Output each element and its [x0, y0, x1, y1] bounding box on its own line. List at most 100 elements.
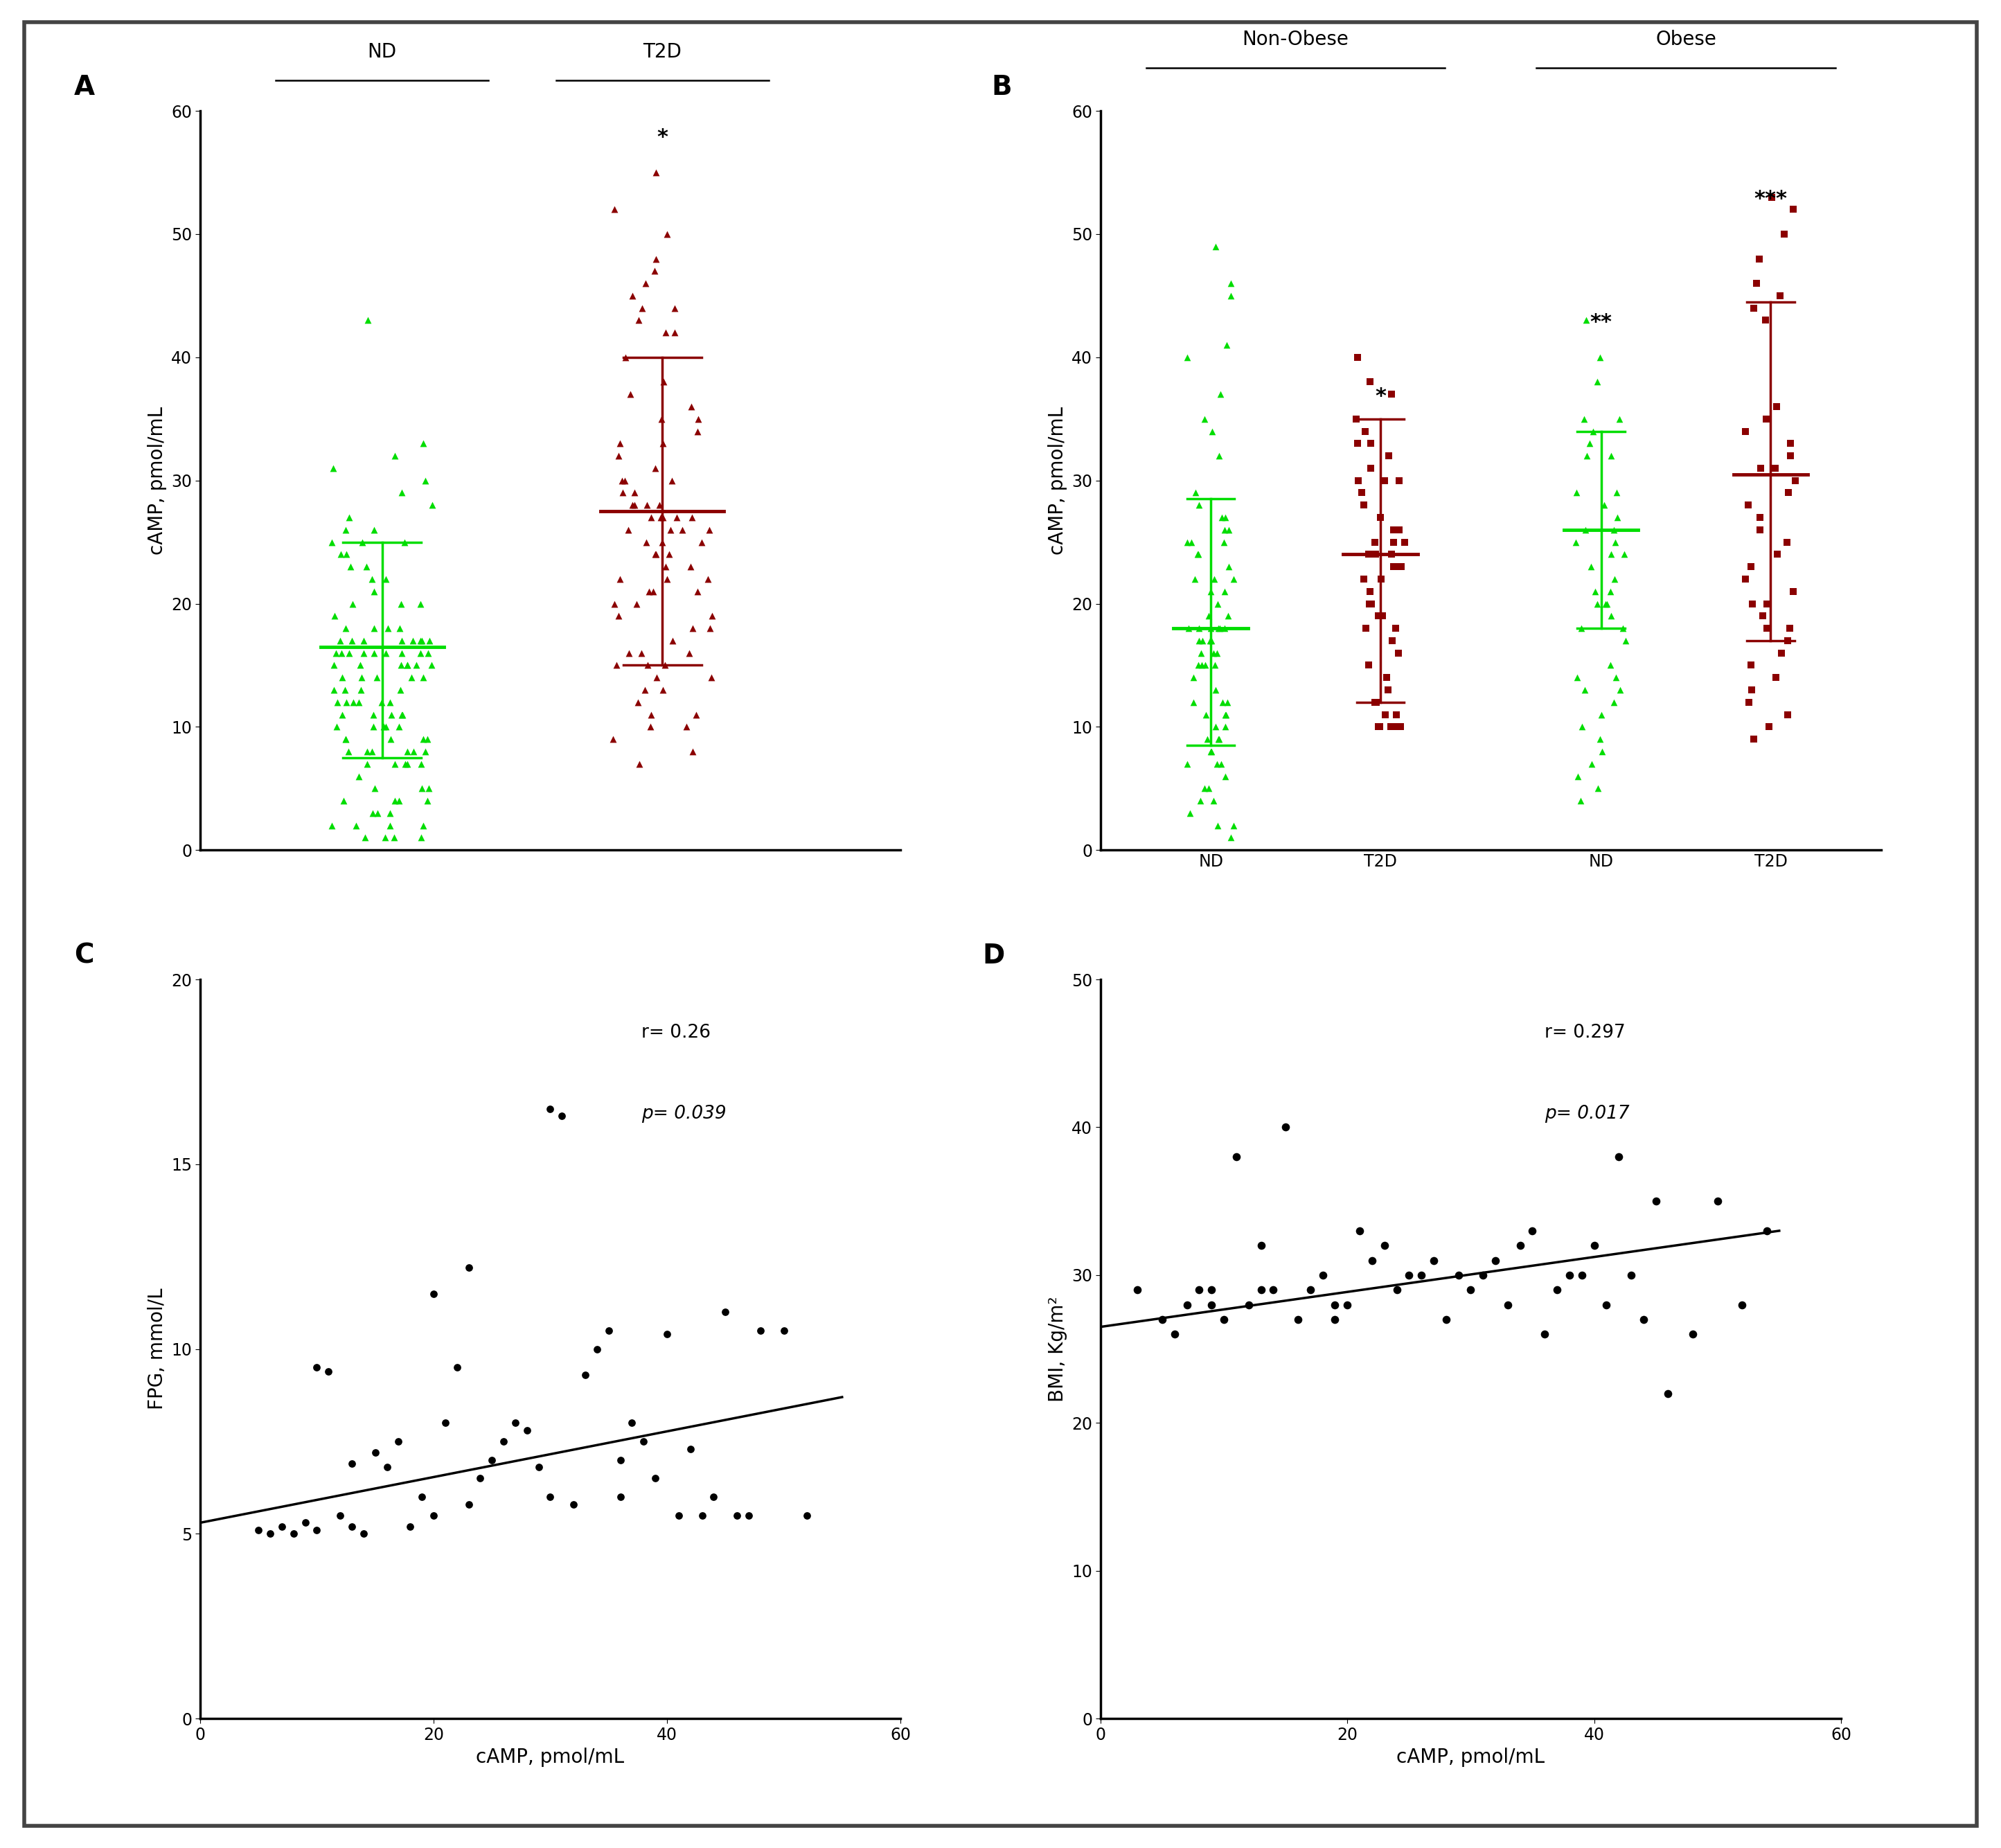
Point	[1773, 614, 1805, 643]
Point	[384, 650, 416, 680]
Point	[368, 711, 400, 741]
Point	[652, 220, 684, 249]
Point	[694, 663, 726, 693]
Point	[1743, 244, 1775, 274]
Point	[392, 650, 424, 680]
Point	[1581, 368, 1613, 397]
Text: *: *	[656, 128, 668, 148]
Point	[386, 638, 418, 667]
Point	[1195, 737, 1227, 767]
Point	[682, 405, 714, 434]
Point	[1601, 663, 1633, 693]
Point	[1369, 466, 1401, 495]
Point	[1171, 748, 1203, 778]
Point	[1197, 416, 1229, 445]
Point	[1195, 626, 1227, 656]
Point	[324, 1501, 356, 1530]
Point	[638, 540, 670, 569]
Point	[680, 416, 712, 445]
Point	[674, 553, 706, 582]
Point	[1215, 822, 1247, 852]
Point	[1597, 516, 1629, 545]
Point	[596, 724, 628, 754]
Point	[356, 564, 388, 593]
Point	[348, 638, 380, 667]
Point	[1347, 479, 1379, 508]
Point	[360, 663, 392, 693]
Text: r= 0.26: r= 0.26	[640, 1024, 710, 1042]
Point	[1185, 650, 1217, 680]
Point	[1585, 700, 1617, 730]
Text: r= 0.297: r= 0.297	[1545, 1024, 1625, 1042]
Point	[646, 527, 678, 556]
Point	[1417, 1246, 1449, 1275]
Point	[1611, 626, 1643, 656]
X-axis label: cAMP, pmol/mL: cAMP, pmol/mL	[476, 1748, 624, 1767]
Point	[360, 1438, 392, 1467]
Point	[332, 638, 364, 667]
Point	[346, 527, 378, 556]
Point	[1375, 711, 1407, 741]
Point	[1205, 379, 1237, 408]
Point	[1737, 724, 1769, 754]
Point	[488, 1427, 520, 1456]
Point	[1199, 564, 1231, 593]
Point	[604, 1482, 636, 1512]
Point	[1209, 577, 1241, 606]
Point	[1653, 1379, 1685, 1408]
Point	[1377, 516, 1409, 545]
Point	[656, 466, 688, 495]
Point	[608, 466, 640, 495]
Point	[570, 1360, 602, 1390]
Point	[1245, 1231, 1277, 1260]
Point	[628, 675, 660, 704]
Point	[1771, 700, 1803, 730]
Point	[1189, 650, 1221, 680]
Point	[1341, 405, 1373, 434]
Point	[348, 822, 380, 852]
Point	[1737, 590, 1769, 619]
Point	[328, 785, 360, 815]
Text: T2D: T2D	[642, 43, 682, 61]
Point	[1205, 748, 1237, 778]
Point	[638, 453, 670, 482]
Point	[336, 1449, 368, 1478]
Point	[1191, 700, 1223, 730]
Point	[1765, 281, 1797, 310]
Y-axis label: cAMP, pmol/mL: cAMP, pmol/mL	[148, 407, 168, 554]
Text: A: A	[74, 74, 94, 100]
Y-axis label: FPG, mmol/L: FPG, mmol/L	[148, 1288, 168, 1410]
Point	[662, 1501, 694, 1530]
Point	[312, 1356, 344, 1386]
Point	[1373, 675, 1405, 704]
Point	[1355, 429, 1387, 458]
Point	[324, 540, 356, 569]
Point	[558, 1489, 590, 1519]
Point	[1383, 638, 1415, 667]
Point	[452, 1489, 484, 1519]
Point	[386, 479, 418, 508]
Point	[1209, 700, 1241, 730]
Text: **: **	[1591, 312, 1613, 333]
Point	[1213, 553, 1245, 582]
Point	[392, 650, 424, 680]
Point	[368, 822, 400, 852]
Point	[330, 614, 362, 643]
Point	[1735, 650, 1767, 680]
Text: C: C	[74, 942, 94, 968]
Point	[396, 663, 428, 693]
Point	[1775, 429, 1807, 458]
Point	[1431, 1305, 1463, 1334]
Point	[1599, 527, 1631, 556]
Point	[1355, 577, 1387, 606]
Point	[1569, 405, 1601, 434]
Point	[1755, 183, 1787, 213]
Point	[1353, 650, 1385, 680]
Point	[1183, 614, 1215, 643]
Point	[1209, 1305, 1241, 1334]
Point	[694, 614, 726, 643]
Point	[1349, 490, 1381, 519]
Point	[430, 1408, 462, 1438]
Point	[682, 577, 714, 606]
Point	[1585, 724, 1617, 754]
